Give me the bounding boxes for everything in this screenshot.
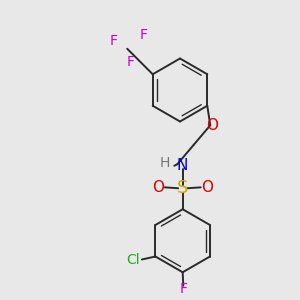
Text: O: O [202, 180, 214, 195]
Text: N: N [177, 158, 188, 173]
Text: F: F [126, 55, 134, 69]
Text: H: H [160, 156, 170, 170]
Text: S: S [177, 179, 188, 197]
Text: Cl: Cl [126, 253, 140, 266]
Text: F: F [110, 34, 118, 48]
Text: O: O [206, 118, 218, 133]
Text: O: O [152, 180, 164, 195]
Text: F: F [179, 282, 187, 296]
Text: F: F [140, 28, 148, 42]
